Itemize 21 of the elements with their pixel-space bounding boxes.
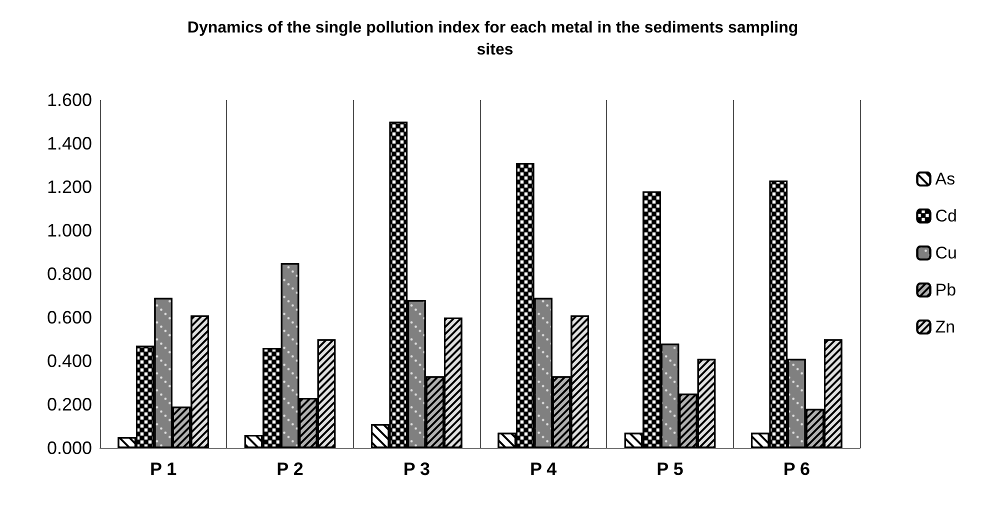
legend-label: Cd [935, 206, 958, 226]
y-tick-label: 1.600 [46, 90, 92, 110]
x-tick-label: P 1 [150, 459, 177, 479]
y-tick-label: 0.000 [46, 438, 92, 458]
y-tick-label: 1.000 [46, 220, 92, 240]
x-tick-label: P 6 [783, 459, 810, 479]
y-tick-label: 1.400 [46, 134, 92, 154]
y-tick-label: 1.200 [46, 177, 92, 197]
x-tick-label: P 5 [656, 459, 684, 479]
legend-label: Zn [935, 318, 956, 336]
y-tick-label: 0.800 [46, 264, 92, 284]
legend-label: Cu [935, 244, 958, 262]
chart-title: Dynamics of the single pollution index for each metal in the sediments sampling sites [187, 20, 803, 58]
y-tick-label: 0.400 [46, 351, 92, 371]
x-tick-label: P 4 [530, 459, 557, 479]
y-tick-label: 0.200 [46, 394, 92, 414]
legend-label: As [935, 170, 956, 188]
x-tick-label: P 3 [403, 459, 430, 479]
x-tick-label: P 2 [276, 459, 304, 479]
legend-label: Pb [935, 280, 956, 300]
y-tick-label: 0.600 [46, 308, 92, 328]
